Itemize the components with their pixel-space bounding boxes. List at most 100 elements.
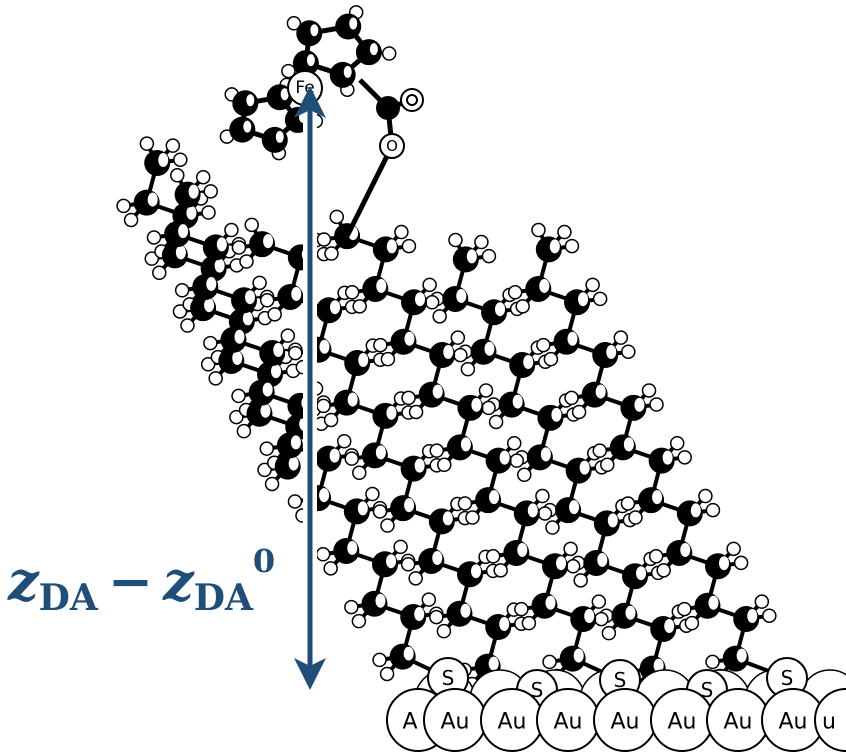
highlight — [636, 566, 646, 580]
hydrogen — [317, 233, 330, 246]
hydrogen — [253, 276, 266, 289]
highlight — [263, 383, 273, 397]
carbon — [376, 96, 400, 120]
carbon — [330, 62, 356, 88]
hydrogen — [174, 153, 187, 166]
highlight — [307, 54, 315, 66]
hydrogen — [232, 241, 245, 254]
highlight — [276, 131, 284, 143]
highlight — [433, 385, 443, 399]
highlight — [414, 607, 424, 621]
hydrogen — [352, 615, 365, 628]
gold-label: Au — [441, 710, 470, 735]
hydrogen — [153, 266, 166, 279]
hydrogen — [516, 300, 529, 313]
hydrogen — [544, 353, 557, 366]
carbon — [296, 20, 322, 46]
hydrogen — [755, 595, 768, 608]
highlight — [432, 551, 442, 565]
carbon — [229, 117, 255, 143]
highlight — [569, 500, 579, 514]
hydrogen — [317, 399, 330, 412]
hydrogen — [727, 542, 740, 555]
highlight — [376, 279, 386, 293]
hydrogen — [197, 171, 210, 184]
carbon — [356, 39, 382, 65]
hydrogen — [166, 139, 179, 152]
carbon — [262, 127, 288, 153]
hydrogen — [266, 477, 279, 490]
gold-label: Au — [779, 710, 808, 735]
hydrogen — [650, 398, 663, 411]
hydrogen — [374, 339, 387, 352]
hydrogen — [410, 405, 423, 418]
label-minus: − — [108, 549, 153, 613]
highlight — [148, 193, 158, 207]
carbon — [335, 14, 361, 40]
highlight — [204, 298, 214, 312]
highlight — [539, 279, 549, 293]
hydrogen — [565, 240, 578, 253]
hydrogen — [449, 234, 462, 247]
highlight — [344, 66, 352, 78]
hydrogen — [480, 384, 493, 397]
hydrogen — [353, 300, 366, 313]
highlight — [246, 94, 254, 106]
hydrogen — [245, 218, 258, 231]
hydrogen — [593, 444, 606, 457]
hydrogen — [508, 437, 521, 450]
hydrogen — [706, 504, 719, 517]
highlight — [606, 345, 616, 359]
hydrogen — [381, 353, 394, 366]
hydrogen — [510, 454, 523, 467]
highlight — [664, 619, 674, 633]
hydrogen — [573, 405, 586, 418]
highlight — [719, 556, 729, 570]
gold-label: Au — [668, 710, 697, 735]
highlight — [245, 290, 255, 304]
hydrogen — [466, 511, 479, 524]
highlight — [523, 355, 533, 369]
highlight — [349, 18, 357, 30]
hydrogen — [260, 442, 273, 455]
label-z: z — [162, 549, 195, 613]
highlight — [634, 398, 644, 412]
highlight — [289, 457, 299, 471]
sulfur-label: S — [442, 666, 455, 690]
hydrogen — [454, 349, 467, 362]
highlight — [291, 435, 301, 449]
hydrogen — [678, 603, 691, 616]
highlight — [550, 239, 560, 253]
hydrogen — [225, 224, 238, 237]
hydrogen — [601, 458, 614, 471]
highlight — [319, 488, 329, 502]
highlight — [708, 596, 718, 610]
highlight — [574, 649, 584, 663]
hydrogen — [546, 521, 559, 534]
hydrogen — [482, 250, 495, 263]
hydrogen — [430, 444, 443, 457]
highlight — [517, 543, 527, 557]
hydrogen — [395, 226, 408, 239]
highlight — [232, 351, 242, 365]
hydrogen — [202, 206, 215, 219]
highlight — [625, 606, 635, 620]
label-z: z — [7, 549, 40, 613]
highlight — [243, 311, 253, 325]
highlight — [358, 501, 368, 515]
hydrogen — [117, 199, 130, 212]
hydrogen — [317, 548, 330, 561]
highlight — [747, 609, 757, 623]
hydrogen — [176, 284, 189, 297]
hydrogen — [140, 137, 153, 150]
hydrogen — [394, 540, 407, 553]
highlight — [387, 239, 397, 253]
highlight — [330, 449, 340, 463]
hydrogen — [565, 391, 578, 404]
hydrogen — [458, 497, 471, 510]
highlight — [580, 461, 590, 475]
hydrogen — [423, 278, 436, 291]
hydrogen — [353, 466, 366, 479]
hydrogen — [237, 425, 250, 438]
